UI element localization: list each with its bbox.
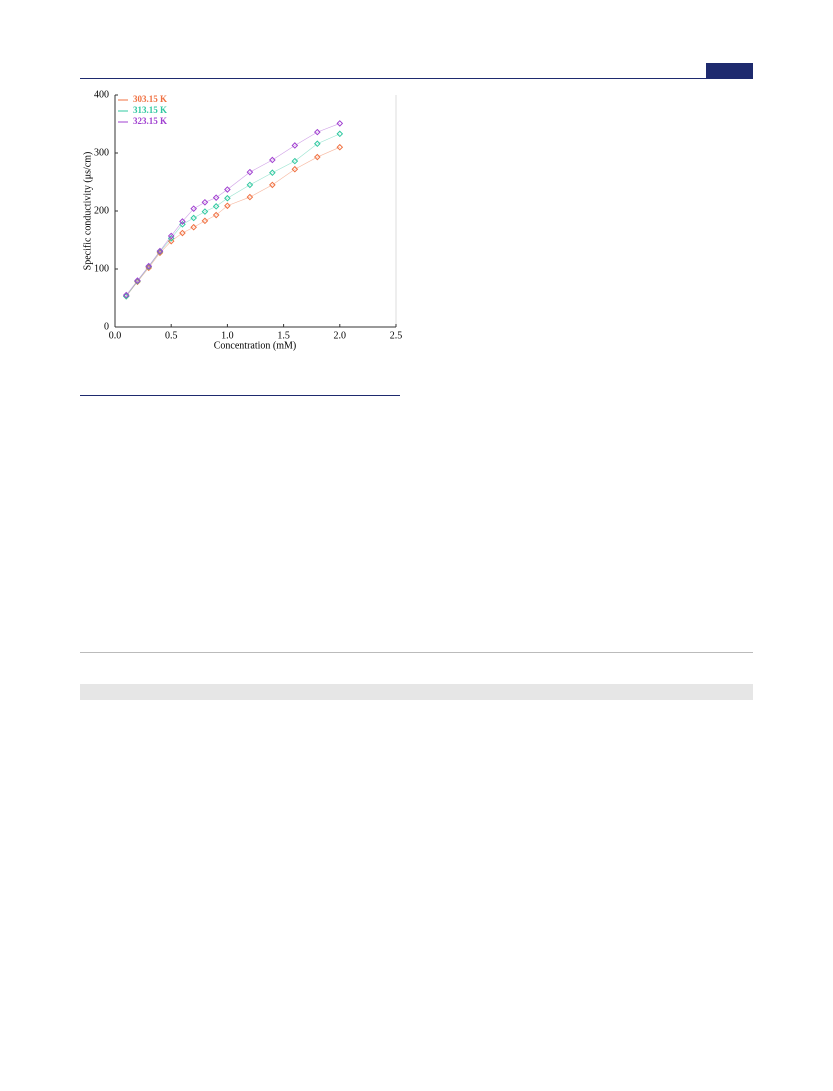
x-tick-label: 0.5 — [165, 330, 178, 341]
x-axis-title: Concentration (mM) — [214, 340, 296, 351]
point — [336, 143, 344, 151]
trend-line — [126, 123, 340, 296]
point — [201, 198, 209, 206]
y-tick-label: 0 — [104, 321, 109, 332]
point — [291, 165, 299, 173]
point — [269, 169, 276, 177]
point — [336, 130, 344, 138]
x-tick-label: 1.0 — [221, 330, 234, 341]
point — [212, 203, 220, 210]
point — [314, 153, 321, 161]
point — [201, 208, 209, 215]
trend-line — [126, 146, 340, 297]
point — [190, 214, 197, 222]
y-tick-label: 400 — [94, 89, 109, 100]
point — [212, 211, 220, 219]
gray-bar — [80, 684, 753, 700]
point — [246, 181, 254, 189]
point — [246, 168, 254, 176]
point — [122, 291, 130, 299]
point — [269, 156, 276, 164]
point — [224, 194, 231, 202]
point — [167, 232, 175, 240]
point — [224, 186, 231, 193]
x-tick-label: 0.0 — [109, 330, 122, 341]
legend-label: 313.15 K — [133, 105, 167, 115]
point — [314, 140, 321, 148]
y-axis-title: Specific conductivity (μs/cm) — [82, 152, 93, 271]
point — [190, 205, 197, 212]
point — [269, 181, 276, 189]
point — [179, 218, 186, 225]
point — [314, 128, 321, 136]
y-tick-label: 100 — [94, 263, 109, 274]
x-tick-label: 1.5 — [277, 330, 290, 341]
point — [212, 194, 220, 201]
x-tick-label: 2.5 — [390, 330, 403, 341]
point — [336, 120, 344, 127]
y-tick-label: 300 — [94, 147, 109, 158]
point — [179, 229, 186, 237]
trend-line — [125, 133, 340, 297]
point — [190, 223, 197, 231]
point — [224, 202, 231, 210]
point — [291, 157, 299, 165]
header-tab — [706, 63, 753, 78]
point — [156, 247, 164, 255]
point — [246, 193, 254, 201]
y-tick-label: 200 — [94, 205, 109, 216]
legend-label: 303.15 K — [133, 94, 167, 104]
point — [145, 262, 153, 270]
point — [201, 217, 209, 225]
point — [291, 142, 299, 149]
x-tick-label: 2.0 — [334, 330, 347, 341]
point — [134, 277, 141, 284]
legend-label: 323.15 K — [133, 116, 167, 126]
